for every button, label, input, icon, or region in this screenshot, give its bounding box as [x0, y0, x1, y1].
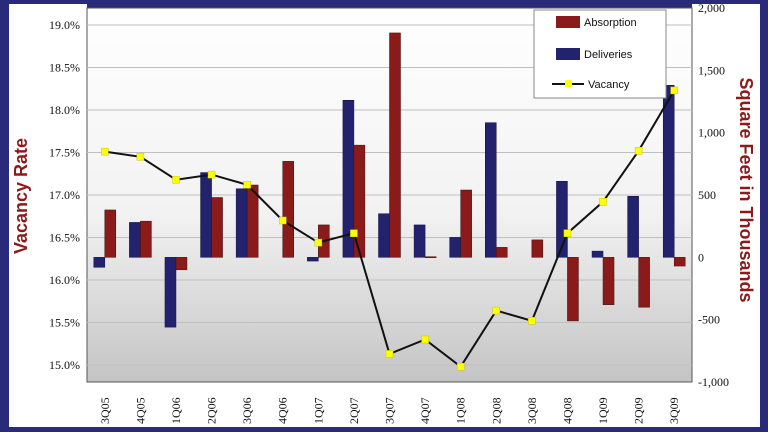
ytick-label: 17.5%	[49, 146, 80, 160]
bar-absorption-1Q09	[602, 257, 615, 305]
bar-deliveries-2Q09	[627, 195, 639, 258]
xtick-label-4Q08: 4Q08	[560, 397, 574, 424]
bar-absorption-1Q08	[460, 189, 472, 258]
vacancy-point-3Q05	[101, 147, 109, 156]
bar-absorption-4Q06	[282, 161, 294, 258]
bar-absorption-4Q05	[140, 220, 152, 258]
vacancy-point-3Q06	[243, 181, 251, 189]
xtick-label-1Q09: 1Q09	[596, 397, 610, 424]
ytick-label: 18.5%	[49, 61, 80, 75]
y2tick-label: 2,000	[698, 1, 725, 15]
y2tick-label: -1,000	[698, 375, 729, 389]
bar-deliveries-3Q06	[235, 188, 248, 258]
ytick-label: 15.5%	[49, 316, 80, 330]
bar-deliveries-4Q07	[413, 224, 426, 258]
bar-absorption-2Q08	[496, 247, 508, 258]
vacancy-point-4Q07	[421, 335, 429, 344]
bar-deliveries-1Q09	[591, 250, 604, 258]
xtick-label-1Q07: 1Q07	[311, 397, 325, 424]
bar-absorption-3Q08	[531, 239, 544, 258]
vacancy-point-4Q05	[136, 153, 145, 161]
vacancy-point-4Q06	[278, 216, 287, 225]
bar-absorption-3Q06	[246, 184, 259, 258]
y2tick-label: 500	[698, 188, 716, 202]
y-axis-title: Vacancy Rate	[11, 138, 31, 254]
ytick-label: 18.0%	[49, 103, 80, 117]
bar-absorption-3Q05	[104, 209, 117, 258]
vacancy-point-3Q09	[670, 86, 678, 95]
y2tick-label: 0	[698, 250, 704, 264]
bar-absorption-2Q07	[353, 144, 366, 258]
ytick-label: 15.0%	[49, 358, 80, 372]
ytick-label: 16.5%	[49, 231, 80, 245]
vacancy-point-2Q08	[492, 306, 501, 315]
bar-deliveries-4Q05	[129, 222, 141, 258]
vacancy-point-2Q06	[207, 170, 216, 179]
legend-label-absorption: Absorption	[584, 17, 637, 29]
bottom-axis-panel	[9, 382, 760, 427]
right-tick-labels: 2,000 1,500 1,000 500 0 -500 -1,000	[698, 1, 729, 389]
xtick-label-2Q06: 2Q06	[205, 397, 219, 424]
xtick-label-4Q05: 4Q05	[133, 397, 147, 424]
ytick-label: 16.0%	[49, 273, 80, 287]
bar-deliveries-3Q09	[662, 85, 675, 258]
bar-deliveries-1Q06	[164, 257, 177, 328]
legend: Absorption Deliveries Vacancy	[533, 9, 667, 99]
bar-deliveries-1Q08	[449, 237, 461, 258]
xtick-label-4Q06: 4Q06	[276, 397, 290, 424]
bar-absorption-4Q07	[424, 256, 437, 258]
left-tick-labels: 19.0% 18.5% 18.0% 17.5% 17.0% 16.5% 16.0% 15.5%…	[49, 18, 80, 372]
bar-absorption-1Q06	[175, 257, 188, 271]
xtick-label-2Q07: 2Q07	[347, 397, 361, 424]
legend-swatch-deliveries	[556, 48, 580, 60]
y2tick-label: -500	[698, 313, 720, 327]
xtick-label-3Q07: 3Q07	[383, 397, 397, 424]
y2tick-label: 1,000	[698, 126, 725, 140]
bar-deliveries-4Q08	[556, 181, 568, 258]
legend-label-vacancy: Vacancy	[588, 79, 630, 91]
ytick-label: 17.0%	[49, 188, 80, 202]
xtick-label-3Q06: 3Q06	[240, 397, 254, 424]
vacancy-point-4Q08	[563, 229, 572, 237]
vacancy-point-1Q08	[456, 362, 465, 371]
xtick-label-1Q08: 1Q08	[454, 397, 468, 424]
xtick-label-4Q07: 4Q07	[418, 397, 432, 424]
legend-label-deliveries: Deliveries	[584, 49, 633, 61]
bar-deliveries-3Q05	[93, 257, 106, 268]
vacancy-line-layer	[101, 86, 678, 371]
legend-marker-vacancy	[565, 80, 572, 87]
bar-deliveries-3Q07	[378, 213, 390, 258]
vacancy-point-2Q07	[350, 229, 358, 237]
y2tick-label: 1,500	[698, 63, 725, 77]
vacancy-point-3Q08	[528, 317, 536, 325]
vacancy-point-1Q06	[172, 175, 180, 184]
left-axis-panel	[9, 4, 87, 382]
bar-deliveries-2Q06	[200, 172, 212, 258]
xtick-label-3Q09: 3Q09	[667, 397, 681, 424]
legend-swatch-absorption	[556, 16, 580, 28]
xtick-label-3Q05: 3Q05	[98, 397, 112, 424]
x-tick-labels: 3Q05 4Q05 1Q06 2Q06 3Q06 4Q06 1Q07 2Q07 3Q07 4Q07…	[98, 397, 681, 424]
bar-absorption-2Q09	[638, 257, 650, 308]
bars	[93, 32, 686, 328]
bar-absorption-4Q08	[567, 257, 579, 322]
bar-absorption-2Q06	[211, 197, 223, 258]
xtick-label-3Q08: 3Q08	[525, 397, 539, 424]
xtick-label-2Q09: 2Q09	[632, 397, 646, 424]
right-axis-panel	[692, 4, 760, 382]
vacancy-point-3Q07	[385, 350, 394, 358]
bar-deliveries-1Q07	[307, 257, 319, 262]
ytick-label: 19.0%	[49, 18, 80, 32]
xtick-label-1Q06: 1Q06	[169, 397, 183, 424]
y2-axis-title: Square Feet in Thousands	[736, 77, 756, 302]
bar-deliveries-2Q08	[485, 122, 497, 258]
vacancy-point-2Q09	[634, 147, 643, 155]
vacancy-point-1Q09	[599, 198, 607, 206]
bar-absorption-3Q07	[389, 32, 401, 258]
xtick-label-2Q08: 2Q08	[489, 397, 503, 424]
bar-absorption-3Q09	[673, 257, 686, 267]
vacancy-point-1Q07	[314, 238, 323, 247]
